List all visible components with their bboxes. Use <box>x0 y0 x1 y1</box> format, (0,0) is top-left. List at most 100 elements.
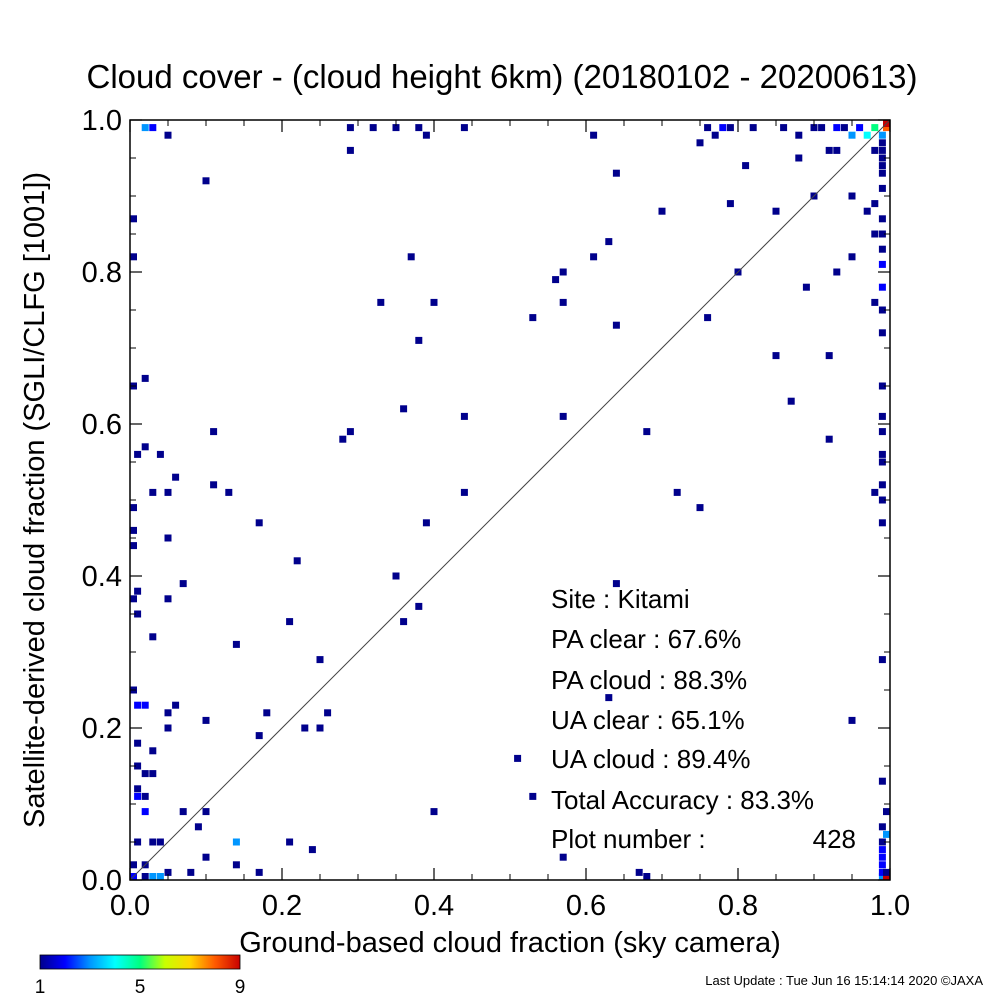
data-cell-4 <box>130 542 137 550</box>
data-cell-93 <box>460 124 468 132</box>
data-cell-138 <box>833 268 841 276</box>
data-cell-187 <box>883 868 890 876</box>
data-cell-139 <box>833 146 841 154</box>
data-cell-21 <box>141 808 149 816</box>
stat-ua-clear: UA clear : 65.1% <box>551 705 745 735</box>
data-cell-30 <box>149 770 157 778</box>
data-cell-32 <box>149 633 157 641</box>
data-cell-156 <box>878 868 886 876</box>
data-cell-169 <box>878 428 886 436</box>
data-cell-24 <box>141 701 149 709</box>
data-cell-104 <box>605 694 613 702</box>
data-cell-47 <box>179 808 187 816</box>
data-cell-74 <box>346 428 354 436</box>
data-cell-50 <box>194 823 202 831</box>
data-cell-92 <box>460 412 468 420</box>
y-tick-label-0: 0.0 <box>82 865 122 897</box>
data-cell-40 <box>164 709 172 717</box>
data-cell-81 <box>400 618 408 626</box>
data-cell-186 <box>883 873 890 880</box>
data-cell-84 <box>415 602 423 610</box>
data-cell-48 <box>179 580 187 588</box>
data-cell-140 <box>833 124 841 132</box>
stat-total-accuracy: Total Accuracy : 83.3% <box>551 785 814 815</box>
data-cell-59 <box>232 838 240 846</box>
stat-ua-cloud: UA cloud : 89.4% <box>551 744 750 774</box>
colorbar-labels: 1 5 9 <box>35 977 246 998</box>
reference-diagonal-line <box>129 119 891 881</box>
data-cell-146 <box>856 124 864 132</box>
data-cell-76 <box>346 124 354 132</box>
data-cell-95 <box>529 792 537 800</box>
data-cell-142 <box>848 716 856 724</box>
data-cell-112 <box>658 207 666 215</box>
data-cell-101 <box>559 268 567 276</box>
colorbar-label-1: 5 <box>135 977 146 998</box>
data-cell-18 <box>134 450 142 458</box>
data-cell-161 <box>878 823 886 831</box>
data-cell-152 <box>871 200 879 208</box>
data-cell-96 <box>529 314 537 322</box>
x-tick-label-4: 0.8 <box>718 890 758 922</box>
y-tick-label-3: 0.6 <box>82 409 122 441</box>
data-cell-44 <box>164 131 172 139</box>
data-cell-120 <box>726 200 734 208</box>
stat-site: Site : Kitami <box>551 584 690 614</box>
data-cell-36 <box>156 838 164 846</box>
data-cell-188 <box>883 830 890 838</box>
points-layer <box>130 120 890 880</box>
y-tick-label-1: 0.2 <box>82 713 122 745</box>
data-cell-114 <box>696 504 704 512</box>
data-cell-94 <box>514 754 522 762</box>
colorbar-label-0: 1 <box>35 977 46 998</box>
data-cell-64 <box>263 709 271 717</box>
data-cell-147 <box>863 207 871 215</box>
data-cell-66 <box>286 618 294 626</box>
data-cell-62 <box>255 732 263 740</box>
data-cell-165 <box>878 496 886 504</box>
data-cell-190 <box>883 124 890 132</box>
stat-plot-number-label: Plot number : <box>551 824 706 854</box>
data-cell-127 <box>780 124 788 132</box>
data-cell-73 <box>339 435 347 443</box>
data-cell-88 <box>422 131 430 139</box>
data-cell-170 <box>878 412 886 420</box>
data-cell-174 <box>878 283 886 291</box>
data-cell-153 <box>871 146 879 154</box>
data-cell-145 <box>848 131 856 139</box>
data-cell-33 <box>149 488 157 496</box>
stats-box: Site : Kitami PA clear : 67.6% PA cloud … <box>551 584 856 854</box>
data-cell-17 <box>134 587 142 595</box>
colorbar <box>39 954 241 970</box>
data-cell-171 <box>878 382 886 390</box>
y-tick-label-4: 0.8 <box>82 257 122 289</box>
data-cell-31 <box>149 747 157 755</box>
data-cell-80 <box>392 124 400 132</box>
data-cell-168 <box>878 450 886 458</box>
data-cell-103 <box>590 131 598 139</box>
y-axis-label: Satellite-derived cloud fraction (SGLI/C… <box>19 172 51 828</box>
data-cell-87 <box>422 519 430 527</box>
data-cell-162 <box>878 777 886 785</box>
data-cell-39 <box>164 724 172 732</box>
data-cell-102 <box>590 253 598 261</box>
data-cell-141 <box>840 124 848 132</box>
data-cell-1 <box>130 861 137 869</box>
data-cell-131 <box>802 283 810 291</box>
data-cell-89 <box>430 808 438 816</box>
data-cell-135 <box>825 435 833 443</box>
data-cell-83 <box>407 253 415 261</box>
data-cell-43 <box>164 488 172 496</box>
data-cell-98 <box>559 853 567 861</box>
data-cell-184 <box>878 139 886 147</box>
data-cell-85 <box>415 336 423 344</box>
data-cell-19 <box>141 873 149 880</box>
data-cell-137 <box>825 146 833 154</box>
data-cell-14 <box>134 739 142 747</box>
data-cell-133 <box>810 124 818 132</box>
data-cell-189 <box>883 808 890 816</box>
data-cell-57 <box>225 488 233 496</box>
data-cell-128 <box>787 397 795 405</box>
data-cell-56 <box>210 428 218 436</box>
data-cell-134 <box>818 124 826 132</box>
